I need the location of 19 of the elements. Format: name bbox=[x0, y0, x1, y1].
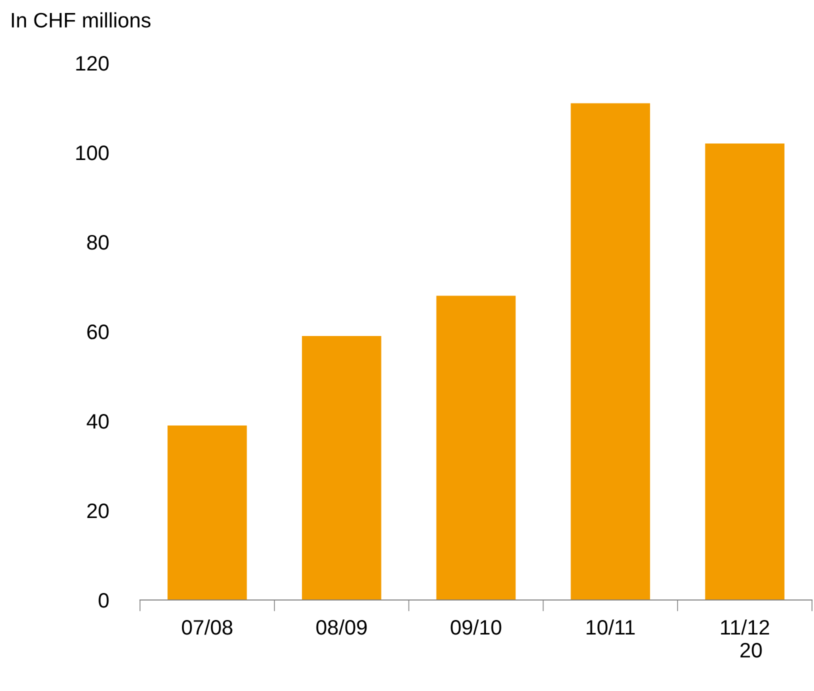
y-axis-title: In CHF millions bbox=[12, 12, 150, 28]
y-tick-label: 0 bbox=[98, 593, 109, 608]
y-tick-label: 20 bbox=[87, 504, 109, 518]
text: 20 bbox=[740, 642, 762, 658]
x-tick-label: 09/10 bbox=[450, 619, 502, 635]
x-tick-label: 08/09 bbox=[316, 619, 367, 635]
y-tick-label: 80 bbox=[87, 235, 109, 250]
bar bbox=[436, 296, 516, 600]
bar bbox=[302, 336, 382, 600]
y-tick-label: 120 bbox=[76, 56, 109, 71]
bar bbox=[705, 144, 784, 600]
x-tick-label: 11/12 bbox=[721, 619, 770, 635]
bar bbox=[168, 425, 247, 600]
y-tick-label: 100 bbox=[76, 146, 109, 160]
bar bbox=[570, 103, 650, 600]
x-tick-label: 10/11 bbox=[586, 619, 635, 635]
y-tick-label: 40 bbox=[86, 414, 109, 429]
y-tick-label: 60 bbox=[87, 324, 109, 340]
x-tick-label: 07/08 bbox=[182, 619, 232, 635]
